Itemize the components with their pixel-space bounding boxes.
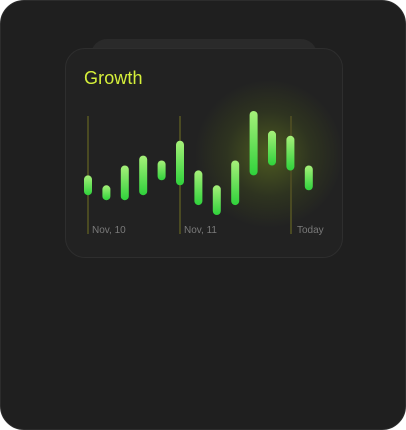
chart-bar — [139, 155, 148, 196]
growth-widget-card[interactable]: Growth Nov, 10 Nov, 11 Today — [65, 48, 343, 258]
x-tick-label: Nov, 10 — [92, 225, 126, 236]
chart-bar — [120, 165, 129, 201]
chart-bar — [212, 185, 221, 215]
bar-chart — [84, 111, 313, 215]
chart-bar — [84, 175, 92, 196]
widget-title: Growth — [84, 68, 143, 88]
gridline-today — [290, 116, 292, 234]
x-tick-label: Today — [297, 225, 324, 236]
chart-bar — [157, 160, 166, 181]
chart-bar — [268, 130, 276, 166]
chart-bar — [194, 170, 203, 206]
chart-bar — [176, 140, 184, 186]
chart-bar — [102, 185, 111, 201]
chart-bar — [249, 111, 258, 176]
x-tick-label: Nov, 11 — [184, 225, 217, 236]
chart-bar — [231, 160, 240, 206]
chart-bar — [304, 165, 313, 191]
gridline-nov-10 — [87, 116, 89, 234]
chart-bar — [286, 135, 295, 171]
